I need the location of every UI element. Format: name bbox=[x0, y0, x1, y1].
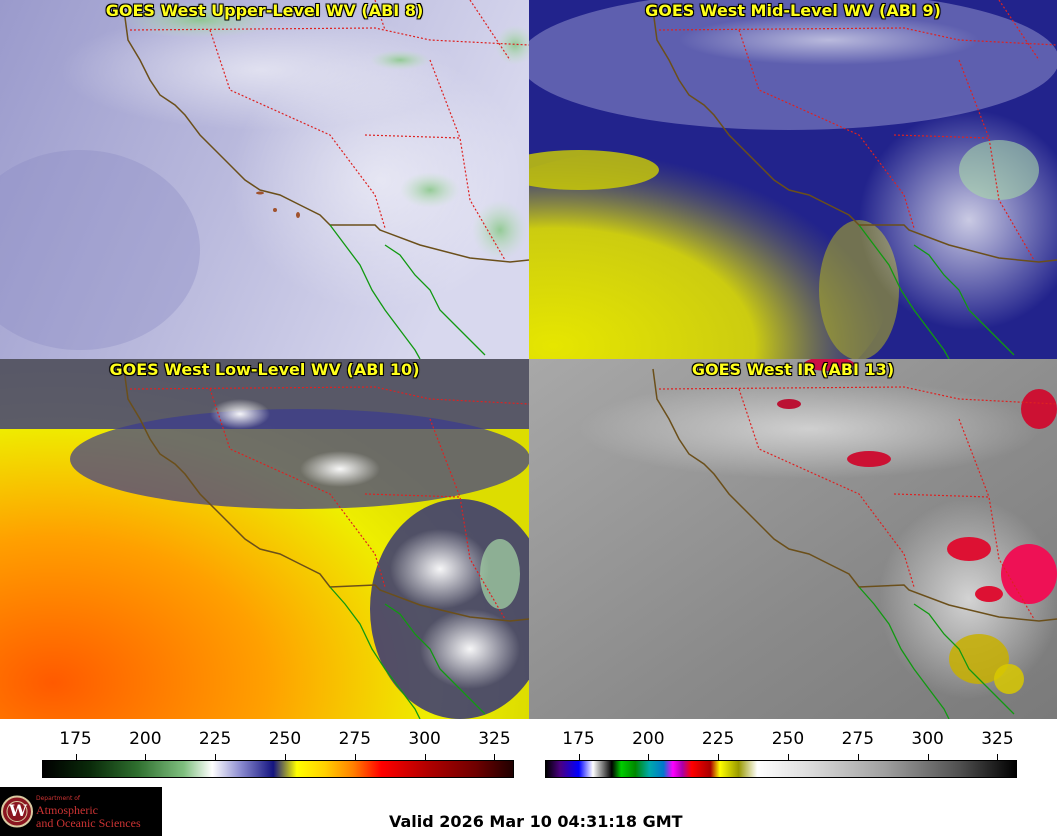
panel-low-level-wv: GOES West Low-Level WV (ABI 10) bbox=[0, 359, 529, 719]
wv-colorbar-ticks: 175 200 225 250 275 300 325 bbox=[42, 726, 514, 760]
tick-mark bbox=[927, 754, 929, 760]
low-level-wv-image bbox=[0, 359, 529, 719]
tick-mark bbox=[857, 754, 859, 760]
tick-label: 225 bbox=[198, 729, 232, 749]
tick-mark bbox=[578, 754, 580, 760]
tick-mark bbox=[284, 754, 286, 760]
ir-colorbar bbox=[545, 760, 1017, 778]
tick-mark bbox=[648, 754, 650, 760]
uw-seal-icon bbox=[1, 795, 33, 828]
islands bbox=[256, 191, 300, 218]
wv-colorbar-gradient bbox=[42, 760, 514, 778]
mid-level-wv-image bbox=[529, 0, 1057, 359]
tick-label: 200 bbox=[129, 729, 162, 749]
panel-upper-level-wv: GOES West Upper-Level WV (ABI 8) bbox=[0, 0, 529, 359]
ir-colorbar-ticks: 175 200 225 250 275 300 325 bbox=[545, 726, 1017, 760]
us-coastline bbox=[123, 9, 529, 263]
logo-line-2: Atmospheric bbox=[36, 803, 98, 817]
tick-label: 175 bbox=[562, 729, 595, 749]
tick-label: 250 bbox=[771, 729, 805, 749]
panel-title: GOES West Mid-Level WV (ABI 9) bbox=[645, 1, 941, 20]
tick-label: 325 bbox=[981, 729, 1014, 749]
tick-mark bbox=[718, 754, 720, 760]
tick-mark bbox=[997, 754, 999, 760]
tick-label: 250 bbox=[268, 729, 302, 749]
logo-line-1: Department of bbox=[36, 795, 80, 802]
panel-mid-level-wv: GOES West Mid-Level WV (ABI 9) bbox=[529, 0, 1057, 359]
tick-mark bbox=[215, 754, 217, 760]
tick-label: 225 bbox=[701, 729, 735, 749]
state-borders bbox=[129, 0, 529, 261]
panel-ir: GOES West IR (ABI 13) bbox=[529, 359, 1057, 719]
tick-label: 300 bbox=[911, 729, 944, 749]
panel-title: GOES West Low-Level WV (ABI 10) bbox=[109, 360, 420, 379]
tick-label: 275 bbox=[338, 729, 372, 749]
ir-colorbar-gradient bbox=[545, 760, 1017, 778]
tick-label: 175 bbox=[59, 729, 92, 749]
tick-label: 300 bbox=[408, 729, 441, 749]
panel-title: GOES West Upper-Level WV (ABI 8) bbox=[105, 1, 424, 20]
cold-cloud-tops bbox=[777, 359, 1057, 694]
tick-label: 200 bbox=[632, 729, 665, 749]
wv-colorbar bbox=[42, 760, 514, 778]
tick-label: 325 bbox=[478, 729, 511, 749]
seal-letter: W bbox=[9, 801, 27, 820]
mexico-coastline bbox=[329, 224, 486, 359]
tick-mark bbox=[787, 754, 789, 760]
tick-mark bbox=[354, 754, 356, 760]
valid-time: Valid 2026 Mar 10 04:31:18 GMT bbox=[389, 812, 683, 831]
aos-logo: W Department of Atmospheric and Oceanic … bbox=[0, 787, 162, 836]
tick-mark bbox=[494, 754, 496, 760]
upper-level-wv-image bbox=[0, 0, 529, 359]
tick-label: 275 bbox=[841, 729, 875, 749]
tick-mark bbox=[424, 754, 426, 760]
ir-image bbox=[529, 359, 1057, 719]
panel-title: GOES West IR (ABI 13) bbox=[691, 360, 895, 379]
tick-mark bbox=[75, 754, 77, 760]
tick-mark bbox=[145, 754, 147, 760]
logo-line-3: and Oceanic Sciences bbox=[36, 816, 141, 830]
